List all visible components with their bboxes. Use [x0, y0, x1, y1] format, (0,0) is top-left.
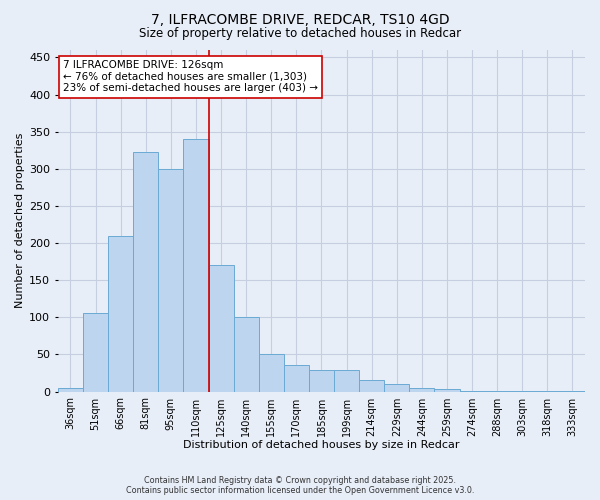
Bar: [510, 391, 535, 392]
Text: Contains HM Land Registry data © Crown copyright and database right 2025.
Contai: Contains HM Land Registry data © Crown c…: [126, 476, 474, 495]
Bar: [133, 152, 158, 392]
Bar: [158, 169, 184, 392]
Bar: [108, 236, 133, 392]
Y-axis label: Number of detached properties: Number of detached properties: [15, 133, 25, 308]
Bar: [209, 266, 233, 392]
Bar: [233, 318, 259, 392]
Bar: [560, 391, 585, 392]
Bar: [309, 370, 334, 392]
X-axis label: Distribution of detached houses by size in Redcar: Distribution of detached houses by size …: [183, 440, 460, 450]
Bar: [359, 380, 384, 392]
Bar: [409, 388, 434, 392]
Bar: [460, 391, 485, 392]
Text: 7 ILFRACOMBE DRIVE: 126sqm
← 76% of detached houses are smaller (1,303)
23% of s: 7 ILFRACOMBE DRIVE: 126sqm ← 76% of deta…: [63, 60, 318, 94]
Bar: [334, 370, 359, 392]
Bar: [434, 390, 460, 392]
Text: Size of property relative to detached houses in Redcar: Size of property relative to detached ho…: [139, 28, 461, 40]
Bar: [485, 391, 510, 392]
Bar: [259, 354, 284, 392]
Bar: [535, 391, 560, 392]
Text: 7, ILFRACOMBE DRIVE, REDCAR, TS10 4GD: 7, ILFRACOMBE DRIVE, REDCAR, TS10 4GD: [151, 12, 449, 26]
Bar: [384, 384, 409, 392]
Bar: [58, 388, 83, 392]
Bar: [184, 139, 209, 392]
Bar: [284, 365, 309, 392]
Bar: [83, 313, 108, 392]
